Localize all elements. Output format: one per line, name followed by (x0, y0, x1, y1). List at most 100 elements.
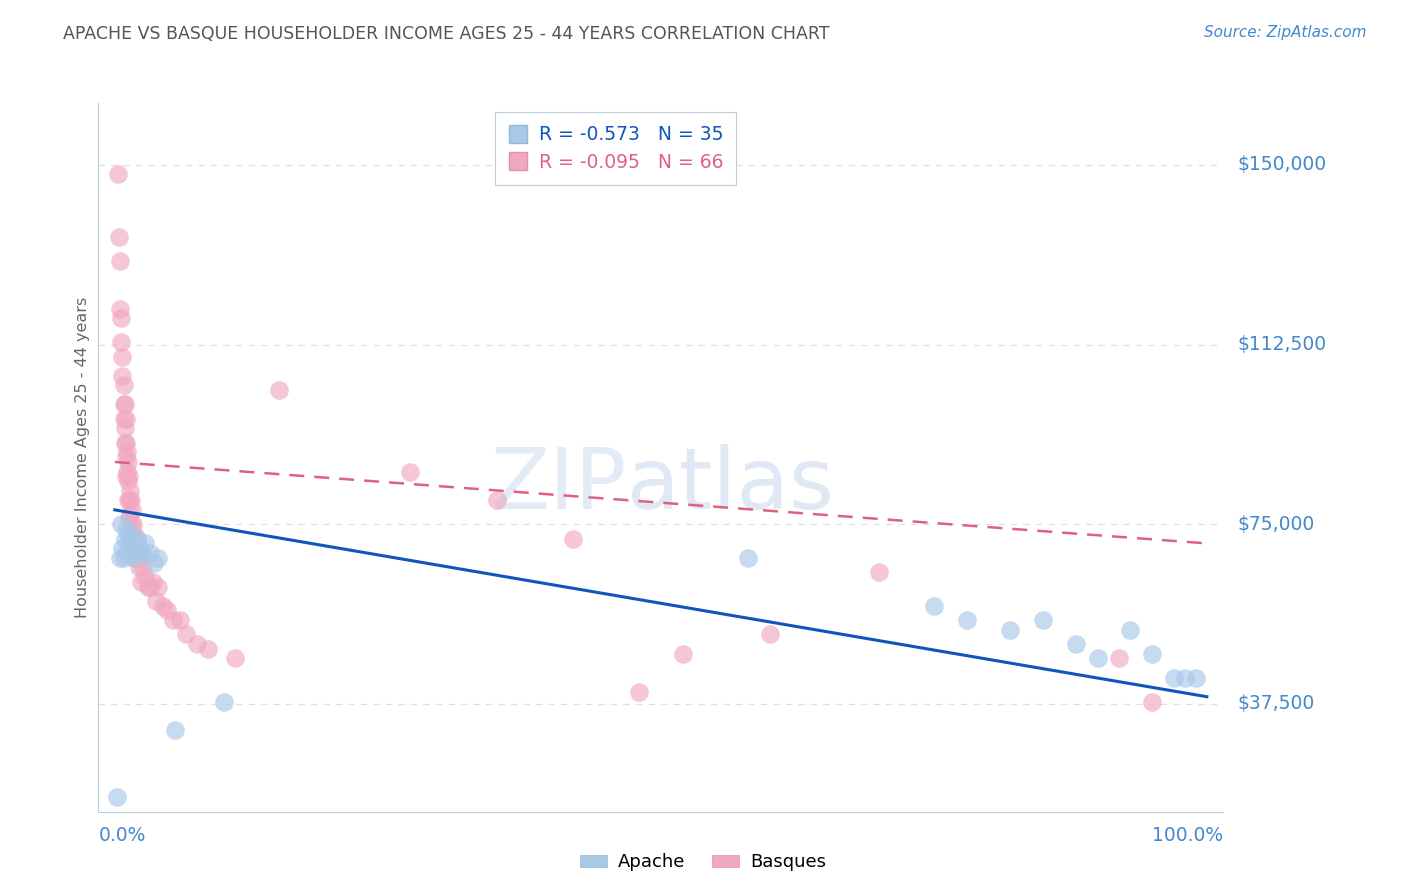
Point (562, 532, 585, 546)
Point (118, 512, 141, 526)
Point (1064, 637, 1087, 651)
Point (114, 546, 136, 560)
Point (114, 522, 136, 536)
Point (955, 613, 977, 627)
Point (107, 168, 129, 182)
Point (627, 685, 650, 699)
Point (148, 550, 170, 565)
Point (143, 556, 166, 570)
Point (128, 560, 150, 574)
Point (1174, 671, 1197, 685)
Point (197, 641, 219, 656)
Point (111, 541, 134, 556)
Point (1087, 651, 1109, 665)
Point (737, 550, 759, 565)
Point (1142, 647, 1164, 661)
Point (114, 435, 136, 450)
Point (134, 536, 156, 550)
Point (117, 493, 139, 508)
Y-axis label: Householder Income Ages 25 - 44 years: Householder Income Ages 25 - 44 years (75, 296, 90, 618)
Point (125, 532, 148, 546)
Point (118, 536, 141, 550)
Point (120, 526, 142, 541)
Point (111, 350, 134, 364)
Point (128, 541, 150, 556)
Text: ZIP: ZIP (491, 444, 627, 527)
Point (124, 550, 146, 565)
Point (672, 647, 695, 661)
Text: $150,000: $150,000 (1237, 155, 1326, 174)
Text: Source: ZipAtlas.com: Source: ZipAtlas.com (1204, 25, 1367, 40)
Point (145, 594, 167, 608)
Point (122, 517, 145, 532)
Point (136, 580, 159, 594)
Point (129, 574, 152, 589)
Point (398, 465, 420, 479)
Text: $37,500: $37,500 (1237, 694, 1315, 714)
Point (120, 508, 142, 522)
Point (1032, 613, 1054, 627)
Point (163, 723, 186, 738)
Point (105, 790, 128, 805)
Text: APACHE VS BASQUE HOUSEHOLDER INCOME AGES 25 - 44 YEARS CORRELATION CHART: APACHE VS BASQUE HOUSEHOLDER INCOME AGES… (63, 25, 830, 43)
Point (110, 301, 132, 316)
Point (128, 541, 150, 556)
Point (112, 550, 135, 565)
Point (1108, 651, 1130, 665)
Point (114, 412, 136, 426)
Point (120, 517, 142, 532)
Point (1119, 623, 1142, 637)
Point (114, 397, 136, 411)
Point (169, 613, 191, 627)
Point (134, 570, 156, 584)
Point (132, 560, 155, 574)
Point (868, 565, 890, 579)
Text: 100.0%: 100.0% (1152, 826, 1223, 845)
Point (125, 550, 148, 565)
Point (174, 627, 197, 641)
Point (117, 526, 139, 541)
Point (120, 483, 142, 498)
Legend: R = -0.573   N = 35, R = -0.095   N = 66: R = -0.573 N = 35, R = -0.095 N = 66 (495, 112, 737, 185)
Point (112, 412, 135, 426)
Point (117, 455, 139, 469)
Point (139, 580, 162, 594)
Point (1185, 671, 1208, 685)
Point (108, 229, 131, 244)
Point (120, 546, 142, 560)
Point (139, 546, 162, 560)
Point (131, 546, 153, 560)
Point (110, 253, 132, 268)
Point (118, 469, 141, 483)
Point (114, 532, 136, 546)
Point (118, 493, 141, 508)
Point (125, 532, 148, 546)
Point (121, 541, 143, 556)
Point (110, 517, 132, 532)
Point (112, 378, 135, 392)
Point (124, 526, 146, 541)
Point (115, 445, 138, 459)
Point (212, 694, 235, 708)
Point (111, 368, 134, 383)
Point (224, 651, 246, 665)
Point (129, 550, 152, 565)
Point (1163, 671, 1185, 685)
Point (922, 599, 945, 613)
Point (112, 397, 135, 411)
Point (121, 526, 143, 541)
Text: $75,000: $75,000 (1237, 515, 1315, 533)
Point (1000, 623, 1022, 637)
Point (186, 637, 208, 651)
Point (110, 311, 132, 326)
Point (1142, 694, 1164, 708)
Point (115, 465, 138, 479)
Point (148, 580, 170, 594)
Point (114, 469, 136, 483)
Point (267, 383, 290, 397)
Point (152, 599, 174, 613)
Text: atlas: atlas (627, 444, 835, 527)
Point (162, 613, 184, 627)
Point (114, 450, 136, 464)
Point (124, 541, 146, 556)
